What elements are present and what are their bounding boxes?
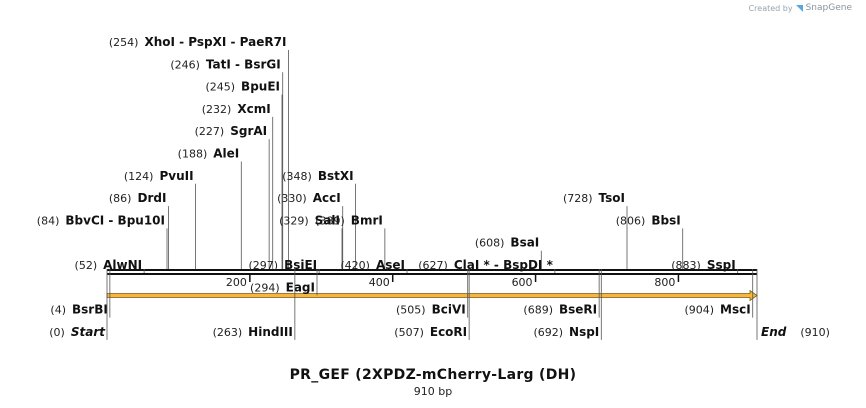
site-name-alei: AleI xyxy=(213,147,239,161)
site-name-bbsi: BbsI xyxy=(651,213,680,227)
site-name-bmri: BmrI xyxy=(351,213,383,227)
snapgene-logo-icon xyxy=(795,4,803,12)
site-name-sali: SalI xyxy=(315,213,340,227)
axis-tick-label-800: 800 xyxy=(654,276,675,289)
site-name-eagi: EagI xyxy=(286,280,315,294)
credit-brand: SnapGene xyxy=(805,3,852,13)
site-name-end: End xyxy=(761,325,787,339)
axis-tick-label-600: 600 xyxy=(512,276,533,289)
site-name-acci: AccI xyxy=(313,191,341,205)
site-pos-alei: (188) xyxy=(178,148,208,161)
site-pos-nspi: (692) xyxy=(533,326,563,339)
site-pos-bcivi: (505) xyxy=(396,304,426,317)
site-name-asei: AseI xyxy=(376,258,405,272)
site-pos-alwni: (52) xyxy=(75,259,98,272)
site-name-ecori: EcoRI xyxy=(430,325,467,339)
site-name-xcmi: XcmI xyxy=(237,102,270,116)
site-name-hindiii: HindIII xyxy=(248,325,293,339)
site-pos-clai: (627) xyxy=(418,259,448,272)
credit-text: Created by xyxy=(748,3,793,13)
plasmid-length: 910 bp xyxy=(413,385,453,398)
site-name-bsiei: BsiEI xyxy=(284,258,317,272)
site-pos-drdi: (86) xyxy=(109,192,132,205)
site-name-nspi: NspI xyxy=(569,325,599,339)
site-name-tati: TatI - BsrGI xyxy=(206,57,281,71)
site-pos-hindiii: (263) xyxy=(213,326,243,339)
axis-tick-label-200: 200 xyxy=(226,276,247,289)
site-name-bsrbi: BsrBI xyxy=(72,303,108,317)
feature-arrow xyxy=(106,289,758,302)
site-pos-bmri: (389) xyxy=(315,214,345,227)
site-pos-tati: (246) xyxy=(170,58,200,71)
site-name-pvuii: PvuII xyxy=(159,169,193,183)
site-name-bpuei: BpuEI xyxy=(241,80,280,94)
site-name-tsoi: TsoI xyxy=(599,191,625,205)
site-name-alwni: AlwNI xyxy=(103,258,142,272)
site-pos-bsrbi: (4) xyxy=(50,304,66,317)
site-pos-bsai: (608) xyxy=(475,237,505,250)
site-pos-msci: (904) xyxy=(684,304,714,317)
site-name-clai: ClaI * - BspDI * xyxy=(454,258,554,272)
site-pos-end: (910) xyxy=(800,326,830,339)
credit: Created by SnapGene xyxy=(749,3,852,13)
axis-tick-label-400: 400 xyxy=(369,276,390,289)
site-pos-pvuii: (124) xyxy=(124,170,154,183)
site-pos-acci: (330) xyxy=(277,192,307,205)
site-name-bseri: BseRI xyxy=(559,303,597,317)
site-name-sgrai: SgrAI xyxy=(230,124,267,138)
site-pos-xcmi: (232) xyxy=(202,103,232,116)
site-pos-bbvci: (84) xyxy=(37,214,60,227)
site-pos-bstxi: (348) xyxy=(282,170,312,183)
site-name-drdi: DrdI xyxy=(137,191,166,205)
site-pos-tsoi: (728) xyxy=(563,192,593,205)
site-pos-bpuei: (245) xyxy=(205,81,235,94)
site-name-sspi: SspI xyxy=(707,258,736,272)
site-pos-sgrai: (227) xyxy=(195,125,225,138)
site-pos-ecori: (507) xyxy=(394,326,424,339)
site-pos-bseri: (689) xyxy=(523,304,553,317)
site-name-bcivi: BciVI xyxy=(432,303,466,317)
site-name-msci: MscI xyxy=(720,303,751,317)
site-pos-start: (0) xyxy=(49,326,65,339)
site-pos-bsiei: (297) xyxy=(248,259,278,272)
site-pos-xhoi: (254) xyxy=(109,36,139,49)
site-pos-bbsi: (806) xyxy=(616,214,646,227)
site-name-start: Start xyxy=(71,325,106,339)
site-name-bstxi: BstXI xyxy=(318,169,354,183)
site-name-bbvci: BbvCI - Bpu10I xyxy=(65,213,165,227)
site-name-xhoi: XhoI - PspXI - PaeR7I xyxy=(144,35,286,49)
site-pos-eagi: (294) xyxy=(250,281,280,294)
site-name-bsai: BsaI xyxy=(510,236,539,250)
site-pos-asei: (420) xyxy=(340,259,370,272)
site-pos-sali: (329) xyxy=(279,214,309,227)
site-pos-sspi: (883) xyxy=(671,259,701,272)
plasmid-title: PR_GEF (2XPDZ-mCherry-Larg (DH) xyxy=(289,367,577,383)
